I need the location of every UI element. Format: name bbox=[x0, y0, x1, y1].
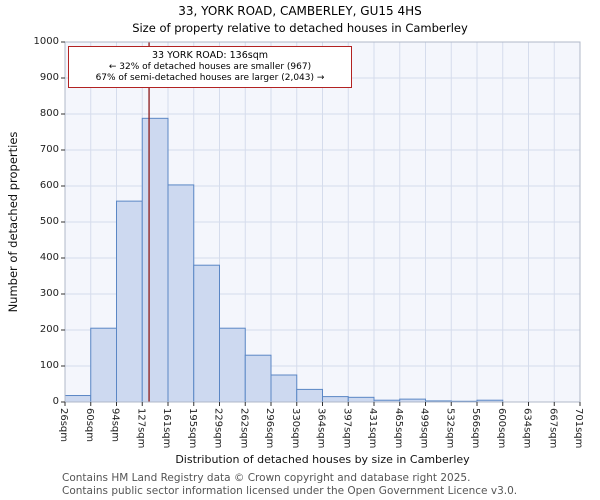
histogram-bar bbox=[90, 327, 117, 403]
x-tick-label: 262sqm bbox=[238, 408, 250, 449]
x-tick-label: 161sqm bbox=[161, 408, 172, 449]
chart-subtitle: Size of property relative to detached ho… bbox=[132, 21, 468, 35]
histogram-bar bbox=[322, 396, 349, 403]
x-tick-label: 94sqm bbox=[109, 408, 121, 443]
x-tick-label: 431sqm bbox=[367, 408, 378, 449]
histogram-bar bbox=[116, 200, 143, 403]
histogram-bar bbox=[64, 395, 92, 403]
x-tick-label: 195sqm bbox=[186, 408, 198, 449]
x-tick-label: 465sqm bbox=[392, 408, 404, 449]
y-tick-label: 500 bbox=[39, 216, 59, 227]
histogram-bar bbox=[193, 264, 220, 403]
x-tick-label: 26sqm bbox=[58, 408, 69, 443]
y-tick-label: 100 bbox=[39, 360, 59, 371]
x-tick-label: 330sqm bbox=[289, 408, 301, 449]
chart-title: 33, YORK ROAD, CAMBERLEY, GU15 4HS bbox=[178, 4, 422, 18]
histogram-bar bbox=[167, 184, 195, 403]
attribution-footer: Contains HM Land Registry data © Crown c… bbox=[62, 472, 517, 497]
x-tick-label: 566sqm bbox=[470, 408, 481, 449]
x-tick-label: 499sqm bbox=[418, 408, 430, 449]
y-tick-label: 1000 bbox=[33, 36, 59, 47]
x-tick-label: 600sqm bbox=[495, 408, 507, 449]
annotation-property-label: 33 YORK ROAD: 136sqm bbox=[151, 50, 269, 61]
histogram-bar bbox=[347, 396, 375, 403]
histogram-bar bbox=[244, 354, 272, 403]
x-tick-label: 634sqm bbox=[521, 408, 533, 449]
y-tick-label: 0 bbox=[52, 396, 59, 407]
chart-header: 33, YORK ROAD, CAMBERLEY, GU15 4HS Size … bbox=[0, 4, 600, 35]
x-tick-label: 701sqm bbox=[573, 408, 584, 449]
y-tick-label: 400 bbox=[39, 252, 59, 263]
x-tick-label: 397sqm bbox=[341, 408, 353, 449]
x-tick-label: 296sqm bbox=[264, 408, 275, 449]
property-annotation-box: 33 YORK ROAD: 136sqm ← 32% of detached h… bbox=[68, 46, 352, 88]
annotation-smaller-stat: ← 32% of detached houses are smaller (96… bbox=[108, 62, 312, 72]
histogram-bar bbox=[219, 327, 246, 403]
attribution-line-2: Contains public sector information licen… bbox=[62, 484, 518, 497]
y-tick-label: 800 bbox=[39, 108, 59, 119]
annotation-larger-stat: 67% of semi-detached houses are larger (… bbox=[95, 73, 325, 83]
histogram-bar bbox=[296, 388, 323, 403]
y-tick-label: 200 bbox=[39, 324, 59, 335]
y-axis-title: Number of detached properties bbox=[6, 131, 20, 313]
x-tick-label: 364sqm bbox=[315, 408, 327, 449]
y-tick-label: 300 bbox=[39, 288, 59, 299]
y-tick-label: 900 bbox=[39, 72, 59, 83]
x-axis-title: Distribution of detached houses by size … bbox=[175, 453, 470, 466]
histogram-bar bbox=[270, 374, 298, 403]
x-tick-label: 127sqm bbox=[135, 408, 147, 449]
histogram-bar bbox=[141, 117, 169, 403]
y-tick-label: 700 bbox=[39, 144, 59, 155]
attribution-line-1: Contains HM Land Registry data © Crown c… bbox=[62, 472, 471, 484]
x-tick-label: 532sqm bbox=[444, 408, 456, 449]
x-tick-label: 229sqm bbox=[212, 408, 224, 449]
y-tick-label: 600 bbox=[39, 180, 59, 191]
x-tick-label: 60sqm bbox=[83, 408, 95, 443]
x-tick-label: 667sqm bbox=[547, 408, 559, 449]
